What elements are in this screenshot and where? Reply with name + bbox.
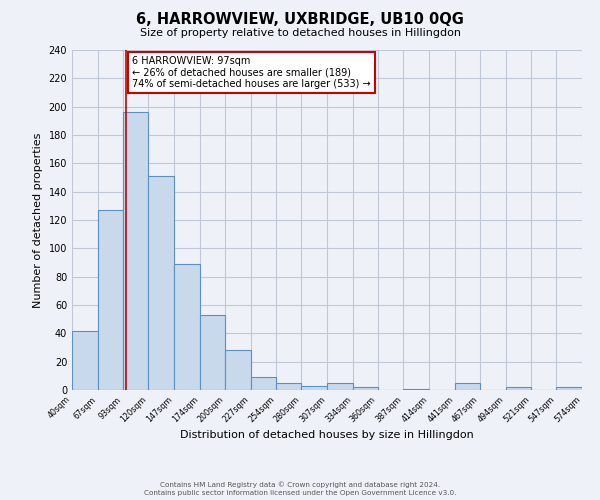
Bar <box>506 387 532 390</box>
Text: Contains HM Land Registry data © Crown copyright and database right 2024.: Contains HM Land Registry data © Crown c… <box>160 481 440 488</box>
Bar <box>98 210 122 390</box>
Bar <box>225 350 251 390</box>
Bar <box>200 315 225 390</box>
Bar <box>72 330 98 390</box>
Text: Size of property relative to detached houses in Hillingdon: Size of property relative to detached ho… <box>139 28 461 38</box>
Bar <box>403 388 429 390</box>
Bar <box>122 112 148 390</box>
Bar <box>174 264 200 390</box>
Text: 6, HARROWVIEW, UXBRIDGE, UB10 0QG: 6, HARROWVIEW, UXBRIDGE, UB10 0QG <box>136 12 464 28</box>
Bar <box>455 383 480 390</box>
Y-axis label: Number of detached properties: Number of detached properties <box>33 132 43 308</box>
Bar <box>148 176 174 390</box>
Text: 6 HARROWVIEW: 97sqm
← 26% of detached houses are smaller (189)
74% of semi-detac: 6 HARROWVIEW: 97sqm ← 26% of detached ho… <box>132 56 371 89</box>
Bar <box>556 387 582 390</box>
Bar <box>301 386 327 390</box>
Bar <box>251 378 277 390</box>
Bar <box>327 383 353 390</box>
Text: Contains public sector information licensed under the Open Government Licence v3: Contains public sector information licen… <box>144 490 456 496</box>
X-axis label: Distribution of detached houses by size in Hillingdon: Distribution of detached houses by size … <box>180 430 474 440</box>
Bar <box>353 387 377 390</box>
Bar <box>277 383 301 390</box>
